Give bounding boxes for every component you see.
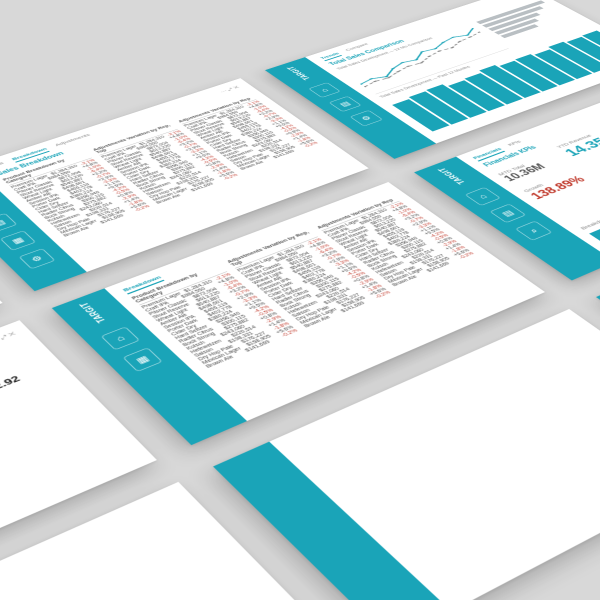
vbar-item	[72, 484, 78, 487]
vbar-item	[114, 466, 120, 469]
vbar-item	[80, 480, 86, 483]
vbar-item	[29, 502, 36, 505]
vbar-item	[46, 495, 53, 498]
vbar-item	[20, 506, 27, 509]
chart-icon[interactable]: ▤	[329, 96, 362, 112]
vbar-item	[122, 462, 128, 465]
chart-icon[interactable]: ▤	[0, 213, 18, 233]
gear-icon[interactable]: ⚙	[19, 248, 56, 269]
search-icon[interactable]: ⌕	[515, 221, 553, 241]
vbar-item	[89, 476, 95, 479]
tab-kpis[interactable]: KPIs	[506, 139, 525, 148]
vbar-item	[97, 473, 103, 476]
home-icon[interactable]: ⌂	[101, 327, 141, 351]
gear-icon[interactable]: ⚙	[350, 110, 384, 126]
vbar-item	[38, 498, 45, 501]
table-icon[interactable]: ▦	[123, 348, 163, 373]
table-icon[interactable]: ▦	[0, 231, 36, 251]
brand-logo: TARGIT	[78, 301, 107, 324]
home-icon[interactable]: ⌂	[308, 82, 341, 98]
vbar-item	[63, 487, 69, 490]
vbar-item	[3, 513, 10, 516]
home-icon[interactable]: ⌂	[465, 187, 501, 206]
vbar-item	[130, 459, 136, 462]
vbar-item	[12, 510, 19, 513]
brand-logo: TARGIT	[286, 66, 312, 81]
chart-icon[interactable]: ▤	[490, 204, 527, 223]
brand-logo: TARGIT	[437, 167, 467, 185]
vbar-item	[105, 469, 111, 472]
vbar-item	[55, 491, 61, 494]
